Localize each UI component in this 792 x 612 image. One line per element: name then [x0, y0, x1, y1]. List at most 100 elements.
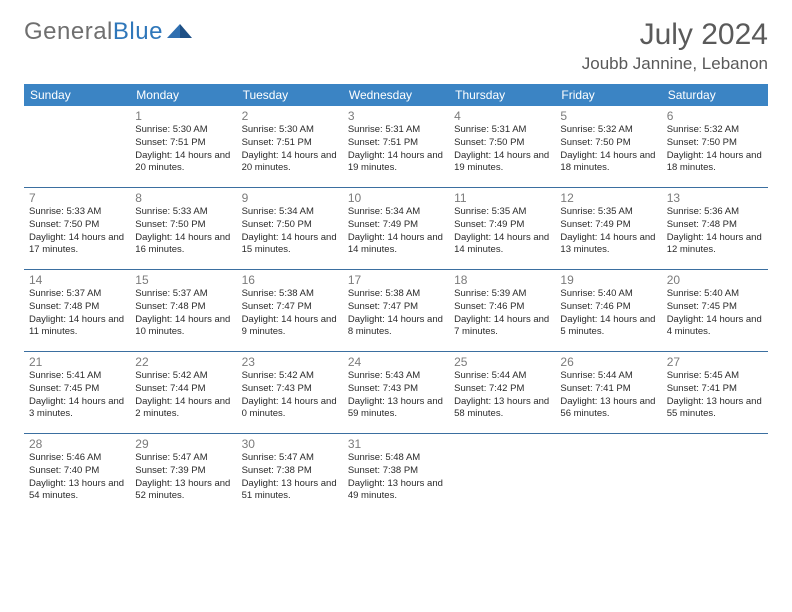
calendar-day-cell: 24Sunrise: 5:43 AMSunset: 7:43 PMDayligh… [343, 352, 449, 434]
day-header: Friday [555, 84, 661, 106]
day-details: Sunrise: 5:38 AMSunset: 7:47 PMDaylight:… [242, 288, 338, 339]
calendar-week-row: 7Sunrise: 5:33 AMSunset: 7:50 PMDaylight… [24, 188, 768, 270]
day-details: Sunrise: 5:43 AMSunset: 7:43 PMDaylight:… [348, 370, 444, 421]
calendar-day-cell: 13Sunrise: 5:36 AMSunset: 7:48 PMDayligh… [662, 188, 768, 270]
calendar-week-row: 21Sunrise: 5:41 AMSunset: 7:45 PMDayligh… [24, 352, 768, 434]
day-number: 3 [348, 109, 444, 123]
day-number: 28 [29, 437, 125, 451]
day-number: 18 [454, 273, 550, 287]
day-details: Sunrise: 5:30 AMSunset: 7:51 PMDaylight:… [242, 124, 338, 175]
day-number: 23 [242, 355, 338, 369]
calendar-day-cell: 19Sunrise: 5:40 AMSunset: 7:46 PMDayligh… [555, 270, 661, 352]
brand-part1: General [24, 18, 113, 46]
calendar-day-cell: 6Sunrise: 5:32 AMSunset: 7:50 PMDaylight… [662, 106, 768, 188]
day-details: Sunrise: 5:46 AMSunset: 7:40 PMDaylight:… [29, 452, 125, 503]
day-details: Sunrise: 5:39 AMSunset: 7:46 PMDaylight:… [454, 288, 550, 339]
day-number: 7 [29, 191, 125, 205]
day-number: 13 [667, 191, 763, 205]
day-details: Sunrise: 5:31 AMSunset: 7:51 PMDaylight:… [348, 124, 444, 175]
calendar-day-cell: 29Sunrise: 5:47 AMSunset: 7:39 PMDayligh… [130, 434, 236, 516]
calendar-day-cell: 16Sunrise: 5:38 AMSunset: 7:47 PMDayligh… [237, 270, 343, 352]
calendar-day-cell [24, 106, 130, 188]
day-number: 21 [29, 355, 125, 369]
day-details: Sunrise: 5:42 AMSunset: 7:44 PMDaylight:… [135, 370, 231, 421]
calendar-table: Sunday Monday Tuesday Wednesday Thursday… [24, 84, 768, 516]
brand-logo: GeneralBlue [24, 18, 193, 46]
day-number: 10 [348, 191, 444, 205]
day-details: Sunrise: 5:44 AMSunset: 7:41 PMDaylight:… [560, 370, 656, 421]
day-header: Thursday [449, 84, 555, 106]
day-number: 19 [560, 273, 656, 287]
location-label: Joubb Jannine, Lebanon [582, 54, 768, 74]
day-details: Sunrise: 5:35 AMSunset: 7:49 PMDaylight:… [560, 206, 656, 257]
calendar-day-cell: 22Sunrise: 5:42 AMSunset: 7:44 PMDayligh… [130, 352, 236, 434]
day-details: Sunrise: 5:33 AMSunset: 7:50 PMDaylight:… [29, 206, 125, 257]
day-number: 17 [348, 273, 444, 287]
calendar-day-cell: 18Sunrise: 5:39 AMSunset: 7:46 PMDayligh… [449, 270, 555, 352]
day-details: Sunrise: 5:40 AMSunset: 7:46 PMDaylight:… [560, 288, 656, 339]
calendar-day-cell: 17Sunrise: 5:38 AMSunset: 7:47 PMDayligh… [343, 270, 449, 352]
calendar-day-cell: 9Sunrise: 5:34 AMSunset: 7:50 PMDaylight… [237, 188, 343, 270]
day-number: 2 [242, 109, 338, 123]
day-details: Sunrise: 5:47 AMSunset: 7:39 PMDaylight:… [135, 452, 231, 503]
calendar-week-row: 14Sunrise: 5:37 AMSunset: 7:48 PMDayligh… [24, 270, 768, 352]
day-number: 20 [667, 273, 763, 287]
calendar-week-row: 28Sunrise: 5:46 AMSunset: 7:40 PMDayligh… [24, 434, 768, 516]
day-number: 1 [135, 109, 231, 123]
calendar-week-row: 1 Sunrise: 5:30 AMSunset: 7:51 PMDaylight… [24, 106, 768, 188]
day-details: Sunrise: 5:32 AMSunset: 7:50 PMDaylight:… [667, 124, 763, 175]
brand-triangle-icon [167, 18, 193, 46]
day-number: 16 [242, 273, 338, 287]
day-details: Sunrise: 5:33 AMSunset: 7:50 PMDaylight:… [135, 206, 231, 257]
calendar-day-cell: 11Sunrise: 5:35 AMSunset: 7:49 PMDayligh… [449, 188, 555, 270]
calendar-day-cell: 21Sunrise: 5:41 AMSunset: 7:45 PMDayligh… [24, 352, 130, 434]
day-number: 27 [667, 355, 763, 369]
day-header: Sunday [24, 84, 130, 106]
calendar-day-cell: 7Sunrise: 5:33 AMSunset: 7:50 PMDaylight… [24, 188, 130, 270]
day-details: Sunrise: 5:35 AMSunset: 7:49 PMDaylight:… [454, 206, 550, 257]
calendar-day-cell: 14Sunrise: 5:37 AMSunset: 7:48 PMDayligh… [24, 270, 130, 352]
day-number: 31 [348, 437, 444, 451]
calendar-day-cell: 10Sunrise: 5:34 AMSunset: 7:49 PMDayligh… [343, 188, 449, 270]
day-number: 22 [135, 355, 231, 369]
day-number: 5 [560, 109, 656, 123]
calendar-day-cell [555, 434, 661, 516]
calendar-day-cell: 23Sunrise: 5:42 AMSunset: 7:43 PMDayligh… [237, 352, 343, 434]
day-number: 9 [242, 191, 338, 205]
brand-part2: Blue [113, 18, 163, 46]
day-header: Wednesday [343, 84, 449, 106]
day-details: Sunrise: 5:40 AMSunset: 7:45 PMDaylight:… [667, 288, 763, 339]
calendar-day-cell: 5Sunrise: 5:32 AMSunset: 7:50 PMDaylight… [555, 106, 661, 188]
day-number: 12 [560, 191, 656, 205]
day-header: Saturday [662, 84, 768, 106]
calendar-day-cell [449, 434, 555, 516]
calendar-day-cell: 1Sunrise: 5:30 AMSunset: 7:51 PMDaylight… [130, 106, 236, 188]
day-details: Sunrise: 5:34 AMSunset: 7:50 PMDaylight:… [242, 206, 338, 257]
calendar-day-cell: 15Sunrise: 5:37 AMSunset: 7:48 PMDayligh… [130, 270, 236, 352]
day-number: 8 [135, 191, 231, 205]
day-details: Sunrise: 5:41 AMSunset: 7:45 PMDaylight:… [29, 370, 125, 421]
calendar-day-cell: 3Sunrise: 5:31 AMSunset: 7:51 PMDaylight… [343, 106, 449, 188]
day-details: Sunrise: 5:47 AMSunset: 7:38 PMDaylight:… [242, 452, 338, 503]
day-number: 26 [560, 355, 656, 369]
month-title: July 2024 [582, 18, 768, 52]
day-details: Sunrise: 5:31 AMSunset: 7:50 PMDaylight:… [454, 124, 550, 175]
day-number: 25 [454, 355, 550, 369]
day-number: 6 [667, 109, 763, 123]
calendar-day-cell: 4Sunrise: 5:31 AMSunset: 7:50 PMDaylight… [449, 106, 555, 188]
calendar-day-cell: 26Sunrise: 5:44 AMSunset: 7:41 PMDayligh… [555, 352, 661, 434]
day-details: Sunrise: 5:37 AMSunset: 7:48 PMDaylight:… [135, 288, 231, 339]
day-details: Sunrise: 5:45 AMSunset: 7:41 PMDaylight:… [667, 370, 763, 421]
calendar-day-cell: 30Sunrise: 5:47 AMSunset: 7:38 PMDayligh… [237, 434, 343, 516]
day-details: Sunrise: 5:48 AMSunset: 7:38 PMDaylight:… [348, 452, 444, 503]
day-header-row: Sunday Monday Tuesday Wednesday Thursday… [24, 84, 768, 106]
day-number: 11 [454, 191, 550, 205]
day-number: 4 [454, 109, 550, 123]
calendar-day-cell: 12Sunrise: 5:35 AMSunset: 7:49 PMDayligh… [555, 188, 661, 270]
title-block: July 2024 Joubb Jannine, Lebanon [582, 18, 768, 74]
calendar-day-cell: 25Sunrise: 5:44 AMSunset: 7:42 PMDayligh… [449, 352, 555, 434]
calendar-day-cell: 20Sunrise: 5:40 AMSunset: 7:45 PMDayligh… [662, 270, 768, 352]
day-number: 30 [242, 437, 338, 451]
calendar-day-cell: 31Sunrise: 5:48 AMSunset: 7:38 PMDayligh… [343, 434, 449, 516]
day-details: Sunrise: 5:38 AMSunset: 7:47 PMDaylight:… [348, 288, 444, 339]
